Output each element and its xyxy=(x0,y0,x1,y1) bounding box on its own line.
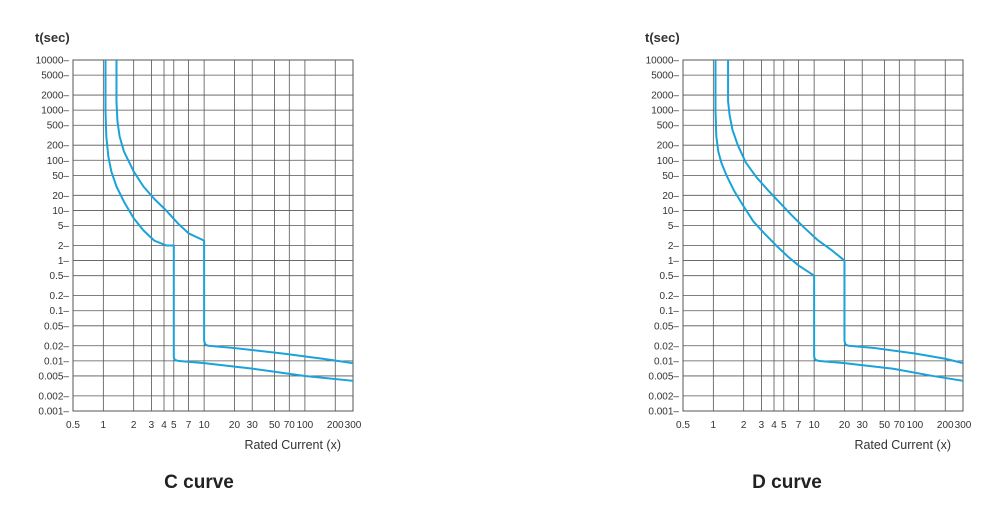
y-tick-label: 5– xyxy=(58,221,70,232)
y-tick-label: 20– xyxy=(52,191,69,202)
y-tick-label: 1– xyxy=(668,256,680,267)
y-tick-label: 0.01– xyxy=(44,356,69,367)
x-tick-label: 3 xyxy=(759,420,765,431)
y-tick-label: 0.001– xyxy=(648,407,679,418)
x-tick-label: 20 xyxy=(229,420,241,431)
x-tick-label: 10 xyxy=(809,420,821,431)
y-tick-label: 2000– xyxy=(651,91,679,102)
x-tick-label: 5 xyxy=(171,420,177,431)
x-tick-label: 0.5 xyxy=(676,420,690,431)
y-tick-label: 10000– xyxy=(646,56,680,67)
x-tick-label: 300 xyxy=(955,420,972,431)
y-tick-label: 0.002– xyxy=(648,391,679,402)
y-tick-label: 500– xyxy=(47,121,70,132)
y-tick-label: 0.02– xyxy=(654,341,679,352)
y-tick-label: 0.002– xyxy=(38,391,69,402)
trip-curve-line-1 xyxy=(104,60,354,382)
y-tick-label: 0.5– xyxy=(50,271,70,282)
trip-curve-line-2 xyxy=(115,60,354,365)
x-tick-label: 50 xyxy=(269,420,281,431)
y-tick-label: 5000– xyxy=(651,71,679,82)
y-tick-label: 5000– xyxy=(41,71,69,82)
x-tick-label: 30 xyxy=(857,420,869,431)
y-tick-label: 2– xyxy=(668,241,680,252)
y-tick-label: 0.005– xyxy=(648,371,679,382)
y-tick-label: 0.1– xyxy=(660,306,680,317)
chart-title: C curve xyxy=(164,472,234,493)
chart-1: 10000– 5000– 2000– 1000– 500– 200– 100– 50– 20– 1… xyxy=(35,30,362,493)
y-tick-label: 0.001– xyxy=(38,407,69,418)
y-tick-label: 0.01– xyxy=(654,356,679,367)
x-tick-label: 200 xyxy=(937,420,954,431)
x-tick-label: 5 xyxy=(781,420,787,431)
y-tick-label: 10000– xyxy=(36,56,70,67)
y-tick-label: 1000– xyxy=(651,106,679,117)
y-axis-title: t(sec) xyxy=(645,30,680,45)
y-tick-label: 20– xyxy=(662,191,679,202)
y-tick-label: 0.05– xyxy=(654,321,679,332)
x-tick-label: 100 xyxy=(907,420,924,431)
y-tick-label: 500– xyxy=(657,121,680,132)
x-tick-label: 1 xyxy=(711,420,717,431)
y-tick-label: 1000– xyxy=(41,106,69,117)
y-tick-label: 0.1– xyxy=(50,306,70,317)
x-tick-label: 7 xyxy=(186,420,192,431)
y-tick-label: 0.5– xyxy=(660,271,680,282)
x-tick-label: 30 xyxy=(247,420,259,431)
x-tick-label: 7 xyxy=(796,420,802,431)
x-tick-label: 2 xyxy=(741,420,747,431)
x-tick-label: 4 xyxy=(771,420,777,431)
y-tick-label: 5– xyxy=(668,221,680,232)
y-tick-label: 0.05– xyxy=(44,321,69,332)
y-tick-label: 2– xyxy=(58,241,70,252)
y-tick-label: 100– xyxy=(47,156,70,167)
y-tick-label: 10– xyxy=(662,206,679,217)
y-tick-label: 50– xyxy=(52,171,69,182)
x-axis-title: Rated Current (x) xyxy=(854,438,951,452)
chart-title: D curve xyxy=(752,472,822,493)
x-tick-label: 4 xyxy=(161,420,167,431)
x-tick-label: 300 xyxy=(345,420,362,431)
y-tick-label: 100– xyxy=(657,156,680,167)
x-tick-label: 70 xyxy=(284,420,296,431)
x-tick-label: 200 xyxy=(327,420,344,431)
y-tick-label: 50– xyxy=(662,171,679,182)
x-tick-label: 20 xyxy=(839,420,851,431)
x-axis-title: Rated Current (x) xyxy=(244,438,341,452)
plot-frame xyxy=(682,59,964,412)
trip-curve-line-2 xyxy=(727,60,964,365)
y-tick-label: 0.2– xyxy=(660,291,680,302)
y-tick-label: 200– xyxy=(657,141,680,152)
y-tick-label: 0.005– xyxy=(38,371,69,382)
x-tick-label: 10 xyxy=(199,420,211,431)
y-tick-label: 2000– xyxy=(41,91,69,102)
y-axis-title: t(sec) xyxy=(35,30,70,45)
x-tick-label: 3 xyxy=(149,420,155,431)
y-tick-label: 10– xyxy=(52,206,69,217)
y-tick-label: 0.02– xyxy=(44,341,69,352)
x-tick-label: 70 xyxy=(894,420,906,431)
y-tick-label: 1– xyxy=(58,256,70,267)
x-tick-label: 50 xyxy=(879,420,891,431)
chart-2: 10000– 5000– 2000– 1000– 500– 200– 100– 50– 20– 1… xyxy=(645,30,972,493)
x-tick-label: 0.5 xyxy=(66,420,80,431)
x-tick-label: 1 xyxy=(101,420,107,431)
plot-frame xyxy=(72,59,354,412)
trip-curve-line-1 xyxy=(714,60,964,382)
y-tick-label: 0.2– xyxy=(50,291,70,302)
x-tick-label: 2 xyxy=(131,420,137,431)
y-tick-label: 200– xyxy=(47,141,70,152)
x-tick-label: 100 xyxy=(297,420,314,431)
